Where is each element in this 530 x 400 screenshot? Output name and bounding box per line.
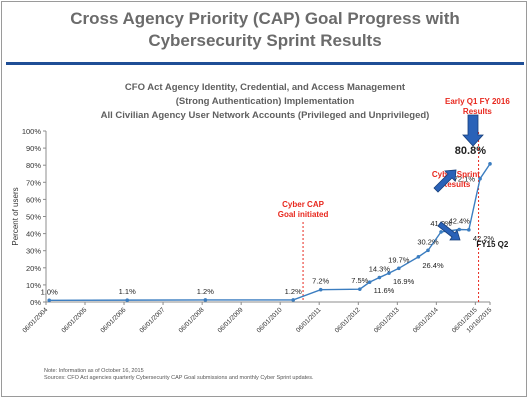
x-tick-label: 06/01/2010 [256,306,284,334]
data-label: 1.2% [197,287,214,296]
y-tick-label: 30% [26,247,41,256]
data-label: 30.2% [417,237,439,246]
data-label: 80.8% [455,145,486,157]
x-tick-label: 06/01/2011 [295,306,323,334]
x-tick-label: 06/01/2007 [138,306,166,334]
data-point [387,271,391,275]
data-point [439,230,443,234]
data-point [467,228,471,232]
x-tick-label: 06/01/2008 [178,306,206,334]
y-tick-label: 70% [26,178,41,187]
data-point [291,298,296,302]
y-tick-label: 40% [26,230,41,239]
x-tick-label: 06/01/2005 [60,306,88,334]
annotation-label: Early Q1 FY 2016 [445,97,510,106]
data-point [358,287,362,291]
data-label: 14.3% [369,265,391,274]
data-point [203,298,208,302]
chart-title-line: CFO Act Agency Identity, Credential, and… [125,82,406,93]
data-point [47,298,52,303]
y-tick-label: 10% [26,281,41,290]
y-tick-label: 100% [22,127,42,136]
y-tick-label: 50% [26,213,41,222]
header-divider [6,62,524,65]
data-point [397,266,401,271]
data-point [426,248,430,253]
x-tick-label: 06/01/2009 [217,306,245,334]
data-label: 1.2% [285,287,302,296]
series-line [49,163,491,301]
x-tick-label: 06/01/2013 [373,306,401,334]
annotation-label: Results [463,107,492,116]
fy15-q2-arrow-icon [437,221,461,241]
data-label: 42.4% [449,216,471,225]
x-tick-label: 06/01/2004 [21,306,49,334]
data-label: 19.7% [388,255,410,264]
slide-title-line1: Cross Agency Priority (CAP) Goal Progres… [70,9,460,28]
chart-title-line: All Civilian Agency User Network Account… [101,110,430,121]
sprint-arrow-icon [433,169,457,193]
y-tick-label: 80% [26,161,41,170]
slide-header: Cross Agency Priority (CAP) Goal Progres… [2,2,528,64]
annotation-label: FY15 Q2 [476,240,509,249]
y-tick-label: 0% [30,298,41,307]
y-tick-label: 90% [26,144,41,153]
data-point [377,275,382,280]
data-label: 16.9% [393,277,415,286]
note-line: Note: Information as of October 16, 2015 [44,368,144,374]
data-point [478,176,482,181]
data-label: 42.2% [473,234,495,243]
chart-notes: Note: Information as of October 16, 2015… [44,368,314,382]
x-tick-label: 06/01/2012 [334,306,362,334]
data-point [488,162,492,166]
data-point [457,227,462,232]
sources-line: Sources: CFO Act agencies quarterly Cybe… [44,375,314,381]
annotation-label: Results [441,180,470,189]
slide-title-line2: Cybersecurity Sprint Results [148,31,382,50]
data-label: 7.5% [351,276,368,285]
annotation-label: Cyber Sprint [432,170,480,179]
x-tick-label: 06/01/2006 [99,306,127,334]
early-q1-arrow-icon [462,114,484,147]
data-label: 72.1% [454,175,476,184]
annotation-label: Cyber CAP [282,200,324,209]
data-label: 11.6% [374,286,395,295]
chart-title-line: (Strong Authentication) Implementation [176,96,355,107]
y-tick-label: 60% [26,195,41,204]
x-tick-label: 06/01/2014 [412,306,440,334]
data-label: 1.0% [41,287,58,296]
y-tick-label: 20% [26,264,41,273]
y-axis-label: Percent of users [11,187,20,245]
data-point [125,298,130,302]
data-label: 1.1% [119,287,136,296]
data-point [318,287,323,292]
annotation-label: Goal initiated [278,210,329,219]
data-label: 7.2% [312,277,329,286]
data-label: 26.4% [422,261,444,270]
data-point [367,280,372,284]
data-point [416,255,421,259]
